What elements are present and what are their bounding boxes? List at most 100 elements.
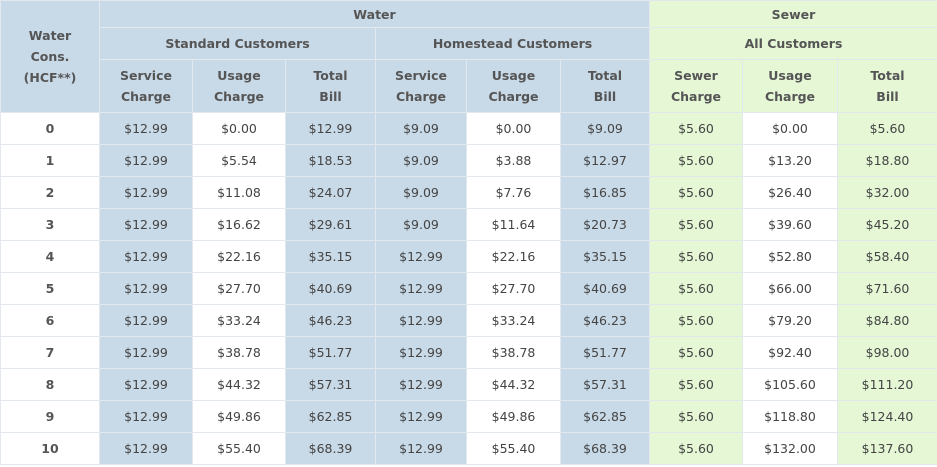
sewer-total-bill-cell: $84.80 [837, 304, 937, 337]
consumption-cell: 10 [0, 432, 100, 465]
std-total-bill-cell: $40.69 [285, 272, 376, 305]
home-usage-charge-cell: $27.70 [466, 272, 561, 305]
home-service-charge-cell: $12.99 [375, 336, 467, 369]
sewer-charge-cell: $5.60 [649, 240, 743, 273]
std-total-bill-header: Total Bill [285, 59, 376, 113]
header-line: Usage [217, 68, 261, 83]
table-row: 10 $12.99 $55.40 $68.39 $12.99 $55.40 $68.39 $5… [0, 432, 937, 465]
home-service-charge-cell: $12.99 [375, 304, 467, 337]
home-usage-charge-cell: $33.24 [466, 304, 561, 337]
std-total-bill-cell: $51.77 [285, 336, 376, 369]
home-service-charge-cell: $12.99 [375, 432, 467, 465]
home-usage-charge-cell: $38.78 [466, 336, 561, 369]
std-total-bill-cell: $57.31 [285, 368, 376, 401]
sewer-total-bill-cell: $124.40 [837, 400, 937, 433]
home-total-bill-cell: $35.15 [560, 240, 650, 273]
header-line: Charge [120, 89, 172, 104]
std-usage-charge-cell: $5.54 [192, 144, 286, 177]
header-line: Charge [213, 89, 265, 104]
header-line: (HCF**) [23, 70, 77, 85]
table-row: 5 $12.99 $27.70 $40.69 $12.99 $27.70 $40.69 $5.… [0, 272, 937, 305]
table-row: 3 $12.99 $16.62 $29.61 $9.09 $11.64 $20.73 $5.6… [0, 208, 937, 241]
home-service-charge-cell: $12.99 [375, 400, 467, 433]
sewer-usage-charge-cell: $13.20 [742, 144, 838, 177]
header-line: Charge [670, 89, 722, 104]
sewer-total-bill-cell: $98.00 [837, 336, 937, 369]
sewer-charge-cell: $5.60 [649, 400, 743, 433]
table-row: 4 $12.99 $22.16 $35.15 $12.99 $22.16 $35.15 $5.… [0, 240, 937, 273]
sewer-usage-charge-header: Usage Charge [742, 59, 838, 113]
header-line: Bill [593, 89, 617, 104]
consumption-cell: 7 [0, 336, 100, 369]
sewer-charge-header: Sewer Charge [649, 59, 743, 113]
std-total-bill-cell: $62.85 [285, 400, 376, 433]
std-service-charge-cell: $12.99 [99, 144, 193, 177]
water-group-header: Water [99, 0, 650, 28]
home-total-bill-cell: $62.85 [560, 400, 650, 433]
sewer-charge-cell: $5.60 [649, 272, 743, 305]
home-usage-charge-cell: $3.88 [466, 144, 561, 177]
table-row: 2 $12.99 $11.08 $24.07 $9.09 $7.76 $16.85 $5.60… [0, 176, 937, 209]
sewer-group-header: Sewer [649, 0, 937, 28]
header-line: Charge [488, 89, 539, 104]
home-total-bill-cell: $12.97 [560, 144, 650, 177]
all-customers-header: All Customers [649, 27, 937, 60]
sewer-total-bill-cell: $111.20 [837, 368, 937, 401]
std-usage-charge-cell: $44.32 [192, 368, 286, 401]
sewer-total-bill-cell: $45.20 [837, 208, 937, 241]
home-total-bill-cell: $68.39 [560, 432, 650, 465]
home-usage-charge-cell: $11.64 [466, 208, 561, 241]
std-usage-charge-cell: $27.70 [192, 272, 286, 305]
consumption-cell: 1 [0, 144, 100, 177]
standard-customers-header: Standard Customers [99, 27, 376, 60]
sewer-usage-charge-cell: $26.40 [742, 176, 838, 209]
sewer-usage-charge-cell: $39.60 [742, 208, 838, 241]
column-header-row: Service Charge Usage Charge Total Bill Service… [1, 59, 937, 113]
sewer-usage-charge-cell: $118.80 [742, 400, 838, 433]
consumption-cell: 5 [0, 272, 100, 305]
std-total-bill-cell: $18.53 [285, 144, 376, 177]
sewer-charge-cell: $5.60 [649, 432, 743, 465]
home-service-charge-header: Service Charge [375, 59, 467, 113]
sewer-total-bill-cell: $58.40 [837, 240, 937, 273]
consumption-cell: 9 [0, 400, 100, 433]
sewer-total-bill-cell: $18.80 [837, 144, 937, 177]
header-line: Total [587, 68, 623, 83]
home-service-charge-cell: $12.99 [375, 240, 467, 273]
header-line: Usage [491, 68, 536, 83]
std-usage-charge-cell: $0.00 [192, 112, 286, 145]
std-service-charge-cell: $12.99 [99, 112, 193, 145]
home-service-charge-cell: $9.09 [375, 208, 467, 241]
std-service-charge-header: Service Charge [99, 59, 193, 113]
std-usage-charge-cell: $33.24 [192, 304, 286, 337]
homestead-customers-header: Homestead Customers [375, 27, 650, 60]
std-total-bill-cell: $24.07 [285, 176, 376, 209]
std-total-bill-cell: $46.23 [285, 304, 376, 337]
consumption-cell: 8 [0, 368, 100, 401]
std-usage-charge-cell: $16.62 [192, 208, 286, 241]
home-total-bill-cell: $9.09 [560, 112, 650, 145]
table-row: 8 $12.99 $44.32 $57.31 $12.99 $44.32 $57.31 $5.… [0, 368, 937, 401]
sewer-total-bill-header: Total Bill [837, 59, 937, 113]
home-total-bill-cell: $46.23 [560, 304, 650, 337]
sewer-charge-cell: $5.60 [649, 208, 743, 241]
std-service-charge-cell: $12.99 [99, 368, 193, 401]
table-row: 0 $12.99 $0.00 $12.99 $9.09 $0.00 $9.09 $5.60 $0… [0, 112, 937, 145]
std-service-charge-cell: $12.99 [99, 208, 193, 241]
header-line: Service [120, 68, 172, 83]
sewer-total-bill-cell: $137.60 [837, 432, 937, 465]
std-service-charge-cell: $12.99 [99, 240, 193, 273]
home-total-bill-cell: $57.31 [560, 368, 650, 401]
std-total-bill-cell: $29.61 [285, 208, 376, 241]
home-service-charge-cell: $9.09 [375, 144, 467, 177]
sewer-usage-charge-cell: $92.40 [742, 336, 838, 369]
std-usage-charge-cell: $55.40 [192, 432, 286, 465]
header-line: Service [395, 68, 447, 83]
home-usage-charge-cell: $0.00 [466, 112, 561, 145]
std-service-charge-cell: $12.99 [99, 400, 193, 433]
home-service-charge-cell: $12.99 [375, 272, 467, 305]
std-usage-charge-cell: $49.86 [192, 400, 286, 433]
std-service-charge-cell: $12.99 [99, 336, 193, 369]
home-total-bill-cell: $20.73 [560, 208, 650, 241]
